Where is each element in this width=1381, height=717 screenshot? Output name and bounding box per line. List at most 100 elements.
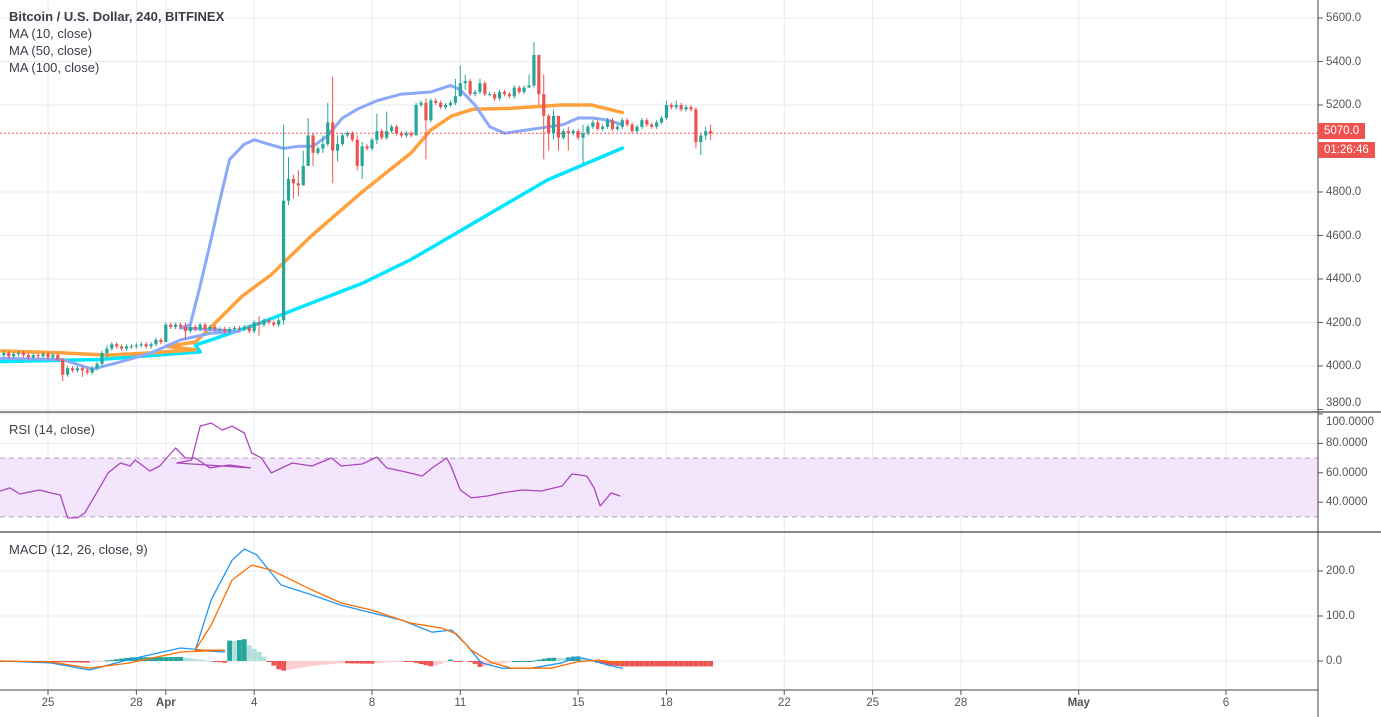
rsi-legend[interactable]: RSI (14, close) xyxy=(9,422,95,437)
candle-body xyxy=(164,324,168,343)
candle xyxy=(439,100,443,110)
candle xyxy=(385,111,389,140)
macd-histogram-bar xyxy=(433,661,439,666)
macd-histogram-bar xyxy=(487,661,493,665)
candle xyxy=(704,126,708,140)
time-label: 11 xyxy=(454,697,467,709)
candle xyxy=(12,351,16,359)
macd-legend[interactable]: MACD (12, 26, close, 9) xyxy=(9,542,148,557)
candle xyxy=(507,91,511,99)
candle-body xyxy=(70,368,75,371)
macd-histogram-bar xyxy=(183,657,188,661)
candle xyxy=(655,120,659,129)
candle-body xyxy=(178,324,183,327)
candle xyxy=(448,100,453,108)
candle-body xyxy=(223,329,227,332)
legend-ma50[interactable]: MA (50, close) xyxy=(9,43,93,58)
candle-body xyxy=(517,87,521,92)
legend-ma10[interactable]: MA (10, close) xyxy=(9,26,93,41)
macd-histogram-bar xyxy=(477,661,483,667)
candle-body xyxy=(360,146,364,166)
candle xyxy=(95,361,99,371)
candle xyxy=(208,324,212,332)
macd-histogram-bar xyxy=(354,661,360,664)
ma10-line xyxy=(0,83,624,371)
macd-histogram-bar xyxy=(70,661,75,663)
time-label: Apr xyxy=(155,697,176,709)
candle-body xyxy=(257,322,261,325)
macd-histogram-bar xyxy=(281,661,286,671)
candle-body xyxy=(375,131,379,140)
macd-histogram-bar xyxy=(600,661,606,664)
macd-histogram-bar xyxy=(138,657,144,661)
candle-body xyxy=(7,352,11,357)
candle xyxy=(488,91,492,97)
candle xyxy=(380,128,384,140)
macd-histogram-bar xyxy=(605,661,610,665)
macd-histogram-bar xyxy=(389,661,394,662)
candle-body xyxy=(576,131,580,138)
candle xyxy=(542,74,546,160)
candle-body xyxy=(340,135,345,145)
macd-histogram-bar xyxy=(163,657,169,661)
candle xyxy=(551,109,556,140)
macd-histogram-bar xyxy=(492,661,498,664)
macd-histogram-bar xyxy=(212,661,218,662)
rsi-band-fill xyxy=(0,458,1318,517)
candle xyxy=(674,100,678,110)
candle-body xyxy=(100,352,104,364)
macd-histogram-bar xyxy=(217,661,223,663)
axis-tick-label: 4600.0 xyxy=(1326,229,1362,242)
candle xyxy=(645,118,649,127)
macd-histogram-bar xyxy=(192,658,198,661)
candle xyxy=(282,124,286,325)
candle xyxy=(596,120,600,132)
macd-histogram-bar xyxy=(423,661,429,666)
macd-histogram-bar xyxy=(271,661,277,666)
macd-histogram-bar xyxy=(75,661,80,663)
candle xyxy=(669,102,673,110)
candle xyxy=(169,322,173,330)
candle xyxy=(473,89,477,97)
candle-body xyxy=(620,120,624,127)
macd-histogram-bar xyxy=(153,657,159,661)
legend-ma100[interactable]: MA (100, close) xyxy=(9,60,100,75)
candle-body xyxy=(483,83,487,95)
macd-histogram-bar xyxy=(408,661,414,662)
macd-histogram-bar xyxy=(94,661,100,662)
candle xyxy=(134,343,138,349)
candle xyxy=(350,131,354,142)
candle xyxy=(694,107,698,149)
rsi-series xyxy=(0,422,621,519)
macd-histogram-bar xyxy=(295,661,301,669)
candle-body xyxy=(193,326,197,330)
macd-histogram-bar xyxy=(222,661,228,663)
candle-body xyxy=(507,94,511,97)
candle xyxy=(321,135,325,153)
candle xyxy=(409,131,413,138)
macd-histogram-bar xyxy=(693,661,699,667)
candle-body xyxy=(237,327,242,330)
candle xyxy=(61,358,65,382)
candle xyxy=(527,74,531,88)
candle xyxy=(463,74,467,90)
macd-histogram-bar xyxy=(340,661,345,664)
time-label: 25 xyxy=(41,697,55,709)
candle-body xyxy=(385,131,389,138)
macd-histogram-bar xyxy=(575,656,581,661)
candle-body xyxy=(419,102,423,105)
candle-body xyxy=(75,368,80,371)
candle xyxy=(610,118,615,132)
moving-averages xyxy=(0,83,1318,371)
macd-histogram-bar xyxy=(614,661,620,666)
candle-body xyxy=(493,94,497,99)
symbol-title[interactable]: Bitcoin / U.S. Dollar, 240, BITFINEX xyxy=(9,9,225,24)
candle-body xyxy=(615,126,619,129)
candle-body xyxy=(46,354,50,358)
macd-histogram-bar xyxy=(227,640,233,661)
candle xyxy=(458,65,462,97)
macd-histogram-bar xyxy=(384,661,390,663)
candle-body xyxy=(311,135,315,153)
